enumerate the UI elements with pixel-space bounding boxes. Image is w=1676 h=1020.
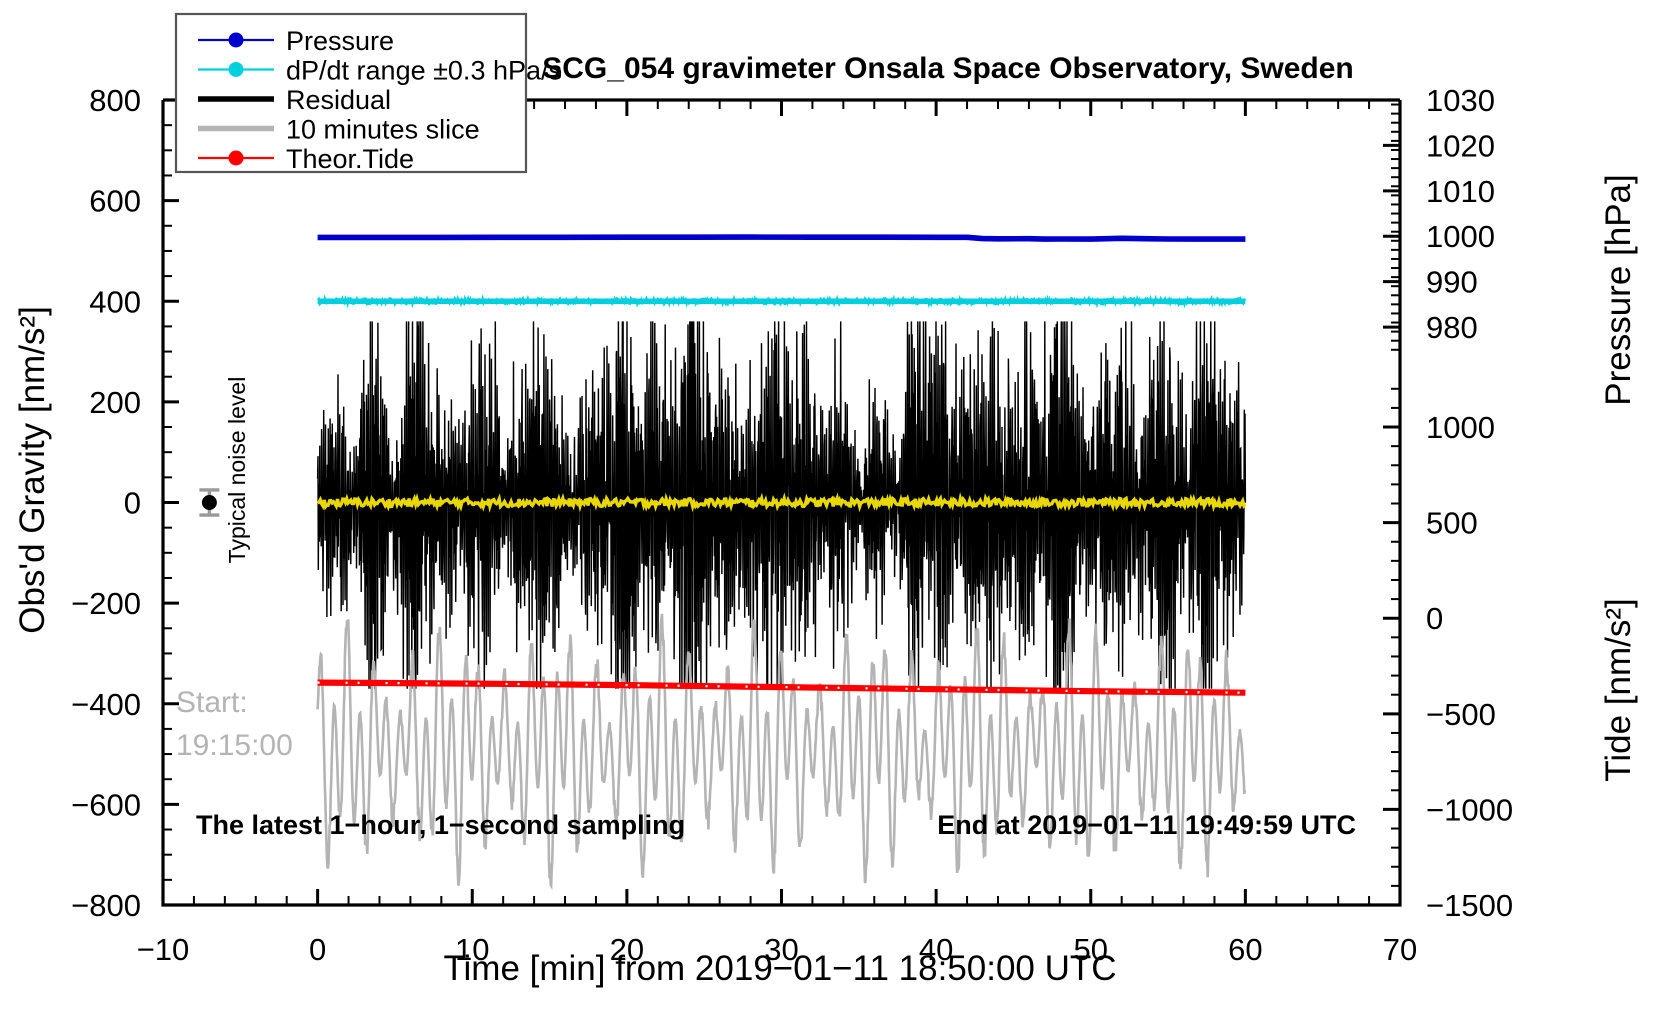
y-tick-label-left: −200: [71, 586, 141, 621]
y-tick-label-pressure: 980: [1426, 310, 1478, 345]
y-tick-label-pressure: 1010: [1426, 174, 1495, 209]
legend-entry-label: Theor.Tide: [286, 144, 414, 174]
series-theor-tide-base: [317, 679, 1246, 696]
x-tick-label: −10: [137, 932, 190, 967]
legend-entry-label: Pressure: [286, 26, 394, 56]
legend-swatch-marker: [228, 62, 244, 77]
x-tick-label: 20: [610, 932, 644, 967]
y-axis-title-pressure: Pressure [hPa]: [1599, 174, 1638, 406]
x-tick-label: 0: [309, 932, 326, 967]
y-tick-label-tide: 500: [1426, 506, 1478, 541]
y-tick-label-tide: 0: [1426, 601, 1443, 636]
noise-level-label: Typical noise level: [224, 377, 250, 564]
x-tick-label: 40: [919, 932, 953, 967]
y-tick-label-tide: −500: [1426, 697, 1496, 732]
y-tick-label-pressure: 1000: [1426, 219, 1495, 254]
legend-swatch-marker: [228, 32, 244, 48]
series-yellow-overlay: [316, 492, 1247, 513]
y-tick-label-pressure: 990: [1426, 265, 1478, 300]
y-tick-label-pressure: 1020: [1426, 128, 1495, 163]
x-tick-label: 30: [764, 932, 798, 967]
x-tick-label: 50: [1074, 932, 1108, 967]
y-tick-label-left: 800: [89, 83, 141, 118]
x-axis-title: Time [min] from 2019−01−11 18:50:00 UTC: [443, 949, 1116, 988]
end-time-note: End at 2019−01−11 19:49:59 UTC: [937, 810, 1356, 840]
y-tick-label-left: −400: [71, 687, 141, 722]
y-tick-label-left: −600: [71, 787, 141, 822]
y-tick-label-tide: −1000: [1426, 792, 1513, 827]
legend-entry-label: 10 minutes slice: [286, 115, 480, 145]
y-tick-label-left: 0: [124, 486, 141, 521]
y-tick-label-pressure: 1030: [1426, 83, 1495, 118]
chart-render-group: −10 0 10 20 30 40 50 60 708006004002000−200−400−…: [71, 12, 1513, 967]
start-label: Start:: [176, 686, 248, 719]
y-tick-label-left: 600: [89, 184, 141, 219]
x-tick-label: 10: [455, 932, 489, 967]
legend-entry-label: Residual: [286, 85, 391, 115]
y-tick-label-tide: 1000: [1426, 410, 1495, 445]
series-residual: [316, 321, 1247, 690]
y-tick-label-left: −800: [71, 888, 141, 923]
x-tick-label: 60: [1228, 932, 1262, 967]
legend-entry-label: dP/dt range ±0.3 hPa/s: [286, 56, 562, 86]
page-title: SCG_054 gravimeter Onsala Space Observat…: [542, 52, 1354, 85]
y-axis-title-left: Obs'd Gravity [nm/s²]: [13, 306, 52, 634]
y-axis-title-tide: Tide [nm/s²]: [1599, 598, 1638, 781]
series-ten-minutes-slice: [316, 613, 1247, 891]
y-tick-label-left: 400: [89, 284, 141, 319]
x-tick-label: 70: [1383, 932, 1417, 967]
start-time: 19:15:00: [176, 729, 293, 762]
legend-swatch-marker: [228, 150, 244, 166]
y-tick-label-left: 200: [89, 385, 141, 420]
y-tick-label-tide: −1500: [1426, 888, 1513, 923]
series-pressure: [317, 234, 1246, 242]
noise-marker-dot: [201, 495, 217, 510]
sampling-note: The latest 1−hour, 1−second sampling: [196, 810, 685, 840]
